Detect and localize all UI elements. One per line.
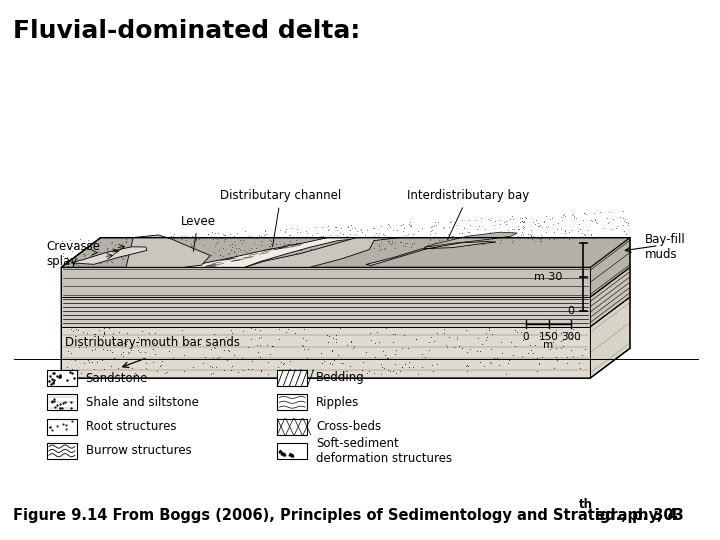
Bar <box>277 443 307 459</box>
Polygon shape <box>424 232 517 247</box>
Text: th: th <box>579 498 593 511</box>
Text: Root structures: Root structures <box>86 420 176 433</box>
Polygon shape <box>61 297 590 327</box>
Bar <box>47 370 77 386</box>
Polygon shape <box>61 327 590 378</box>
Polygon shape <box>184 238 371 267</box>
Text: Fluvial-dominated delta:: Fluvial-dominated delta: <box>13 19 360 43</box>
Text: Soft-sediment
deformation structures: Soft-sediment deformation structures <box>316 437 452 465</box>
Text: Sandstone: Sandstone <box>86 372 148 384</box>
Bar <box>277 394 307 410</box>
Text: Figure 9.14 From Boggs (2006), Principles of Sedimentology and Stratigraphy, 4: Figure 9.14 From Boggs (2006), Principle… <box>13 508 678 523</box>
Bar <box>277 370 307 386</box>
Polygon shape <box>126 235 210 267</box>
Text: Ripples: Ripples <box>316 396 359 409</box>
Text: Levee: Levee <box>181 215 215 252</box>
Polygon shape <box>245 238 400 267</box>
Text: Burrow structures: Burrow structures <box>86 444 192 457</box>
Bar <box>47 418 77 435</box>
Text: Bay-fill
muds: Bay-fill muds <box>644 233 685 261</box>
Text: ed., p. 303: ed., p. 303 <box>590 508 684 523</box>
Text: Shale and siltstone: Shale and siltstone <box>86 396 199 409</box>
Text: 60: 60 <box>561 238 575 248</box>
Polygon shape <box>61 267 590 297</box>
Polygon shape <box>71 247 147 265</box>
Polygon shape <box>61 238 630 267</box>
Text: 0: 0 <box>567 306 575 315</box>
Text: Cross-beds: Cross-beds <box>316 420 381 433</box>
Text: Bedding: Bedding <box>316 372 365 384</box>
Text: m 30: m 30 <box>534 272 562 282</box>
Bar <box>47 443 77 459</box>
Text: Crevasse
splay: Crevasse splay <box>47 240 101 268</box>
Text: 150: 150 <box>539 332 559 342</box>
Polygon shape <box>590 238 630 297</box>
Text: Interdistributary bay: Interdistributary bay <box>407 190 529 240</box>
Polygon shape <box>590 267 630 327</box>
Text: 0: 0 <box>522 332 529 342</box>
Bar <box>277 418 307 435</box>
Polygon shape <box>366 241 496 266</box>
Polygon shape <box>590 297 630 378</box>
Text: 300: 300 <box>561 332 581 342</box>
Bar <box>47 394 77 410</box>
Text: Distributary channel: Distributary channel <box>220 190 341 247</box>
Text: m: m <box>543 340 554 350</box>
Text: Distributary-mouth bar sands: Distributary-mouth bar sands <box>65 336 240 349</box>
